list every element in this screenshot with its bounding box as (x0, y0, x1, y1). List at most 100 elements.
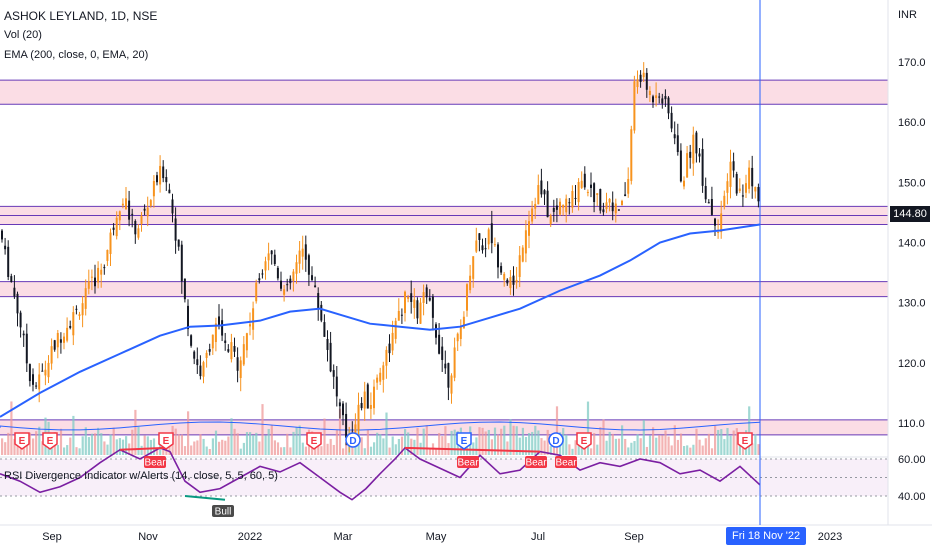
volume-bar (152, 438, 156, 455)
candle-body (125, 198, 127, 210)
volume-legend[interactable]: Vol (20) (4, 29, 42, 41)
candle-body (462, 316, 465, 329)
candle-body (459, 326, 462, 339)
candle-body (286, 284, 289, 286)
volume-bar (7, 432, 10, 455)
candle-body (249, 324, 251, 327)
candle-body (404, 291, 406, 314)
volume-bar (667, 436, 670, 455)
volume-bar (655, 437, 658, 455)
candle-body (273, 254, 276, 265)
volume-bar (534, 425, 537, 455)
time-tick-label: 2022 (238, 531, 262, 543)
volume-bar (121, 439, 125, 455)
earnings-marker: E (576, 432, 592, 450)
candle-body (270, 250, 273, 255)
candle-body (304, 244, 307, 260)
volume-bar (658, 435, 661, 455)
candle-body (611, 202, 614, 212)
rsi-legend[interactable]: RSI Divergence Indicator w/Alerts (14, c… (4, 470, 278, 482)
candle-body (298, 250, 301, 264)
candle-body (152, 181, 155, 197)
candle-body (47, 362, 50, 378)
candle-body (174, 218, 177, 241)
candle-body (425, 287, 428, 298)
earnings-marker: E (158, 432, 174, 450)
volume-bar (748, 406, 751, 455)
candle-body (642, 72, 645, 78)
candle-body (379, 372, 382, 382)
volume-bar (621, 425, 624, 455)
candle-body (481, 245, 484, 251)
dividend-icon (548, 432, 564, 448)
volume-bar (81, 436, 84, 455)
candle-body (41, 370, 44, 372)
volume-bar (627, 447, 630, 455)
candle-body (137, 228, 140, 238)
candle-body (128, 200, 131, 220)
volume-bar (109, 434, 112, 455)
candle-body (332, 370, 335, 377)
volume-bar (25, 445, 28, 455)
bear-divergence-line (404, 446, 541, 453)
candle-body (602, 209, 605, 213)
candle-body (388, 343, 391, 354)
volume-bar (614, 438, 617, 455)
candle-body (655, 95, 658, 98)
candle-body (63, 336, 65, 343)
volume-bar (410, 438, 413, 455)
candle-body (53, 340, 56, 350)
ema-legend[interactable]: EMA (200, close, 0, EMA, 20) (4, 49, 149, 61)
time-axis[interactable]: Sep Nov 2022 Mar May Jul Sep 2023 (0, 524, 932, 543)
volume-bar (518, 437, 521, 455)
signal-label: Bear (525, 458, 547, 469)
candle-body (717, 232, 720, 234)
candle-body (25, 333, 28, 364)
candle-body (264, 261, 267, 271)
symbol-legend[interactable]: ASHOK LEYLAND, 1D, NSE (4, 9, 158, 23)
candle-body (394, 320, 397, 339)
volume-bar (726, 428, 729, 455)
volume-bar (106, 444, 109, 455)
volume-bar (13, 438, 16, 455)
candle-body (373, 386, 375, 409)
candle-body (190, 335, 193, 346)
currency-label: INR (898, 9, 917, 21)
volume-bar (242, 442, 245, 455)
volume-bar (32, 438, 35, 455)
volume-bar (245, 432, 249, 455)
time-tick-label: Sep (624, 531, 644, 543)
volume-bar (224, 440, 227, 455)
volume-bar (208, 448, 211, 455)
candle-body (478, 233, 481, 240)
candle-body (546, 190, 549, 218)
candle-body (757, 187, 760, 202)
candle-body (568, 202, 571, 204)
earnings-marker-label: E (19, 436, 26, 447)
volume-bar (28, 432, 32, 455)
volume-bar (301, 442, 304, 455)
candle-body (524, 230, 527, 254)
candle-body (543, 190, 546, 195)
candle-body (435, 324, 437, 338)
volume-bar (342, 448, 345, 455)
volume-bar (608, 431, 611, 455)
signal-badge (555, 456, 577, 468)
candle-body (366, 384, 369, 409)
price-axis[interactable]: 110.0 120.0 130.0 140.0 150.0 160.0 170.0 60.00… (887, 0, 926, 525)
rsi-tick-label: 60.00 (898, 454, 926, 466)
candle-body (630, 129, 633, 181)
candle-body (360, 403, 363, 409)
candle-body (252, 308, 255, 330)
candle-body (180, 244, 183, 282)
candle-body (221, 320, 224, 336)
volume-bar (314, 444, 317, 455)
volume-bar (115, 439, 118, 455)
candle-body (165, 177, 168, 183)
candle-body (639, 74, 642, 82)
volume-bar (710, 448, 714, 455)
candle-body (28, 364, 31, 382)
volume-bar (590, 448, 593, 455)
earnings-marker-label: E (461, 436, 468, 447)
